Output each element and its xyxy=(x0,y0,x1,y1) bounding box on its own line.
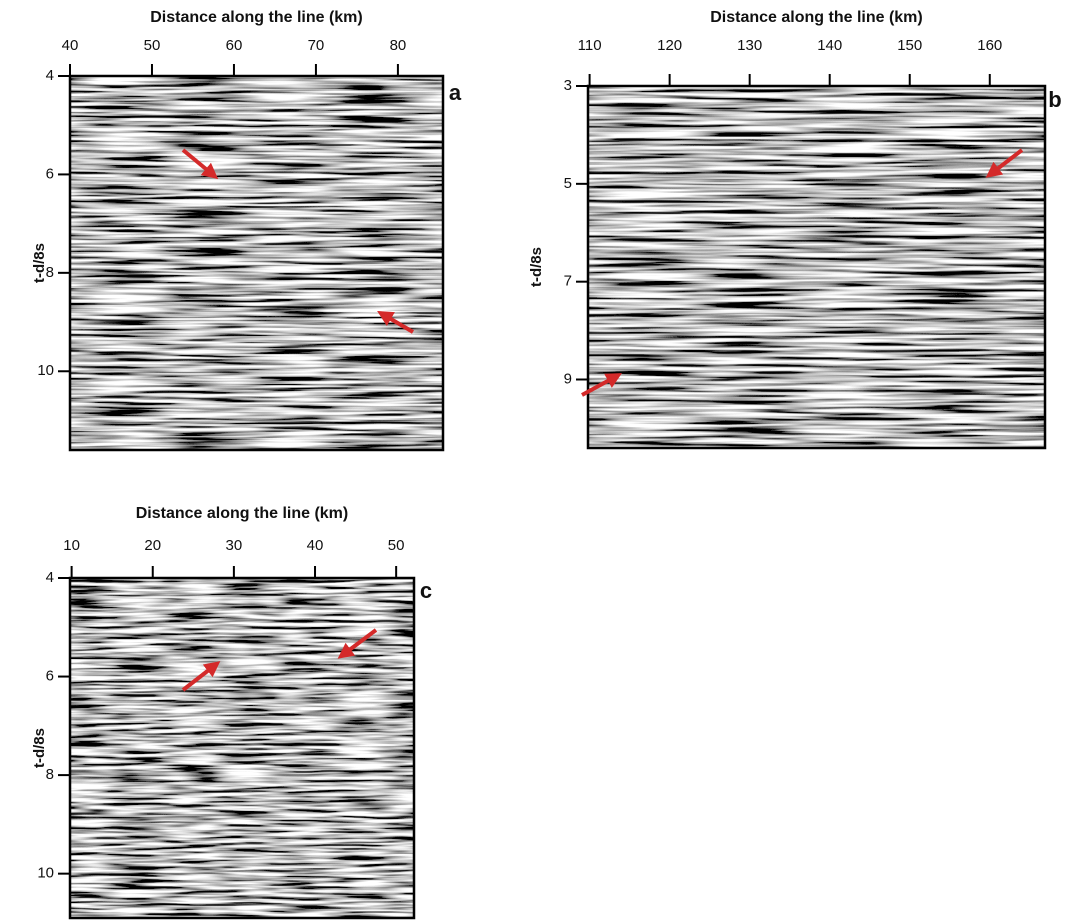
y-tick-label: 4 xyxy=(46,67,54,84)
x-tick-label: 10 xyxy=(63,537,80,554)
panel-label: c xyxy=(420,578,432,603)
y-tick-label: 6 xyxy=(46,668,54,685)
y-axis-title: t-d/8s xyxy=(31,243,48,283)
panel-label: b xyxy=(1048,87,1061,112)
arrow xyxy=(181,148,219,180)
x-tick-label: 150 xyxy=(897,37,922,54)
x-tick-label: 20 xyxy=(144,537,161,554)
x-tick-label: 60 xyxy=(226,37,243,54)
seismic-image xyxy=(588,86,1045,448)
x-tick-label: 30 xyxy=(226,537,243,554)
x-tick-label: 50 xyxy=(144,37,161,54)
x-axis-title: Distance along the line (km) xyxy=(710,9,922,26)
panels: Distance along the line (km) t-d/8s a 40 50 6… xyxy=(31,9,1062,920)
y-tick-label: 8 xyxy=(46,264,54,281)
x-tick-label: 40 xyxy=(62,37,79,54)
x-axis-title: Distance along the line (km) xyxy=(150,9,362,26)
arrow xyxy=(985,148,1024,178)
arrow xyxy=(181,661,221,692)
arrow xyxy=(377,310,415,334)
plot-frame xyxy=(68,576,416,920)
x-tick-label: 50 xyxy=(388,537,405,554)
x-tick-label: 80 xyxy=(390,37,407,54)
arrows xyxy=(181,148,1024,692)
panel: Distance along the line (km) t-d/8s b 110 12… xyxy=(528,9,1062,450)
y-tick-label: 4 xyxy=(46,569,54,586)
x-tick-label: 140 xyxy=(817,37,842,54)
y-axis-title: t-d/8s xyxy=(31,728,48,768)
x-tick-label: 130 xyxy=(737,37,762,54)
y-tick-label: 6 xyxy=(46,165,54,182)
seismic-image xyxy=(70,578,414,918)
x-tick-label: 110 xyxy=(578,37,602,54)
arrow xyxy=(581,373,623,397)
x-tick-label: 160 xyxy=(977,37,1002,54)
panel-label: a xyxy=(449,80,462,105)
arrow xyxy=(337,628,378,659)
y-tick-label: 8 xyxy=(46,766,54,783)
x-axis-title: Distance along the line (km) xyxy=(136,505,348,522)
y-axis-title: t-d/8s xyxy=(528,247,545,287)
seismic-image xyxy=(70,76,443,450)
y-tick-label: 7 xyxy=(564,273,572,290)
y-tick-label: 3 xyxy=(564,77,572,94)
panel: Distance along the line (km) t-d/8s c 10 20 3… xyxy=(31,505,432,920)
y-tick-label: 10 xyxy=(37,362,54,379)
x-tick-label: 70 xyxy=(308,37,325,54)
plot-frame xyxy=(68,74,445,452)
y-tick-label: 9 xyxy=(564,370,572,387)
x-tick-label: 40 xyxy=(307,537,324,554)
x-tick-label: 120 xyxy=(657,37,682,54)
y-tick-label: 5 xyxy=(564,175,572,192)
plot-frame xyxy=(586,84,1047,450)
y-tick-label: 10 xyxy=(37,865,54,882)
panel: Distance along the line (km) t-d/8s a 40 50 6… xyxy=(31,9,462,452)
